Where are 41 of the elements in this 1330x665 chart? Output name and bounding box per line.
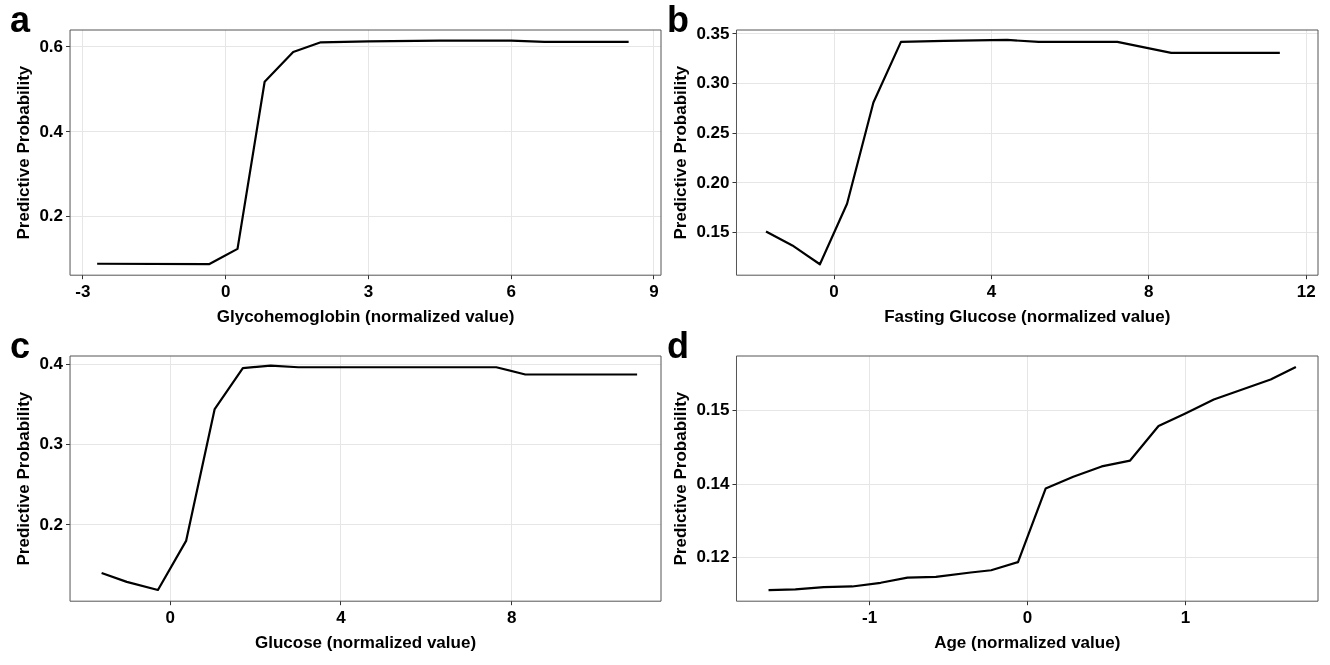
y-tick-label: 0.35 <box>696 23 730 43</box>
x-tick-label: 1 <box>1180 608 1191 628</box>
x-tick-label: 4 <box>986 282 997 302</box>
y-tick-label: 0.4 <box>39 121 64 141</box>
x-tick-label: 12 <box>1296 282 1316 302</box>
x-tick-label: 3 <box>363 282 374 302</box>
y-tick-label: 0.6 <box>39 36 64 56</box>
x-axis-title: Glucose (normalized value) <box>254 633 477 653</box>
x-axis-title: Fasting Glucose (normalized value) <box>884 307 1171 327</box>
y-tick-label: 0.3 <box>39 434 64 454</box>
y-tick-label: 0.25 <box>696 122 730 142</box>
y-tick-label: 0.15 <box>696 222 730 242</box>
x-tick-label: 6 <box>506 282 516 302</box>
x-tick-label: -3 <box>75 282 91 302</box>
y-tick-label: 0.2 <box>39 206 64 226</box>
y-tick-label: 0.4 <box>39 353 64 373</box>
x-tick-label: 8 <box>506 608 517 628</box>
text: b <box>667 0 689 40</box>
y-tick-label: 0.20 <box>696 172 730 192</box>
y-tick-label: 0.12 <box>696 547 730 567</box>
x-tick-label: -1 <box>862 608 878 628</box>
x-tick-label: 8 <box>1144 282 1154 302</box>
x-tick-label: 4 <box>336 608 347 628</box>
y-axis-title: Predictive Probability <box>13 65 33 240</box>
y-tick-label: 0.15 <box>696 400 730 420</box>
text: a <box>10 0 31 40</box>
y-axis-title: Predictive Probability <box>13 391 33 566</box>
x-tick-label: 0 <box>1022 608 1033 628</box>
text: c <box>10 325 31 366</box>
y-tick-label: 0.30 <box>696 73 730 93</box>
x-tick-label: 9 <box>649 282 659 302</box>
y-tick-label: 0.2 <box>39 514 64 534</box>
x-tick-label: 0 <box>829 282 839 302</box>
x-axis-title: Glycohemoglobin (normalized value) <box>216 307 515 327</box>
x-tick-label: 0 <box>165 608 176 628</box>
text: d <box>667 325 689 366</box>
y-axis-title: Predictive Probability <box>670 65 690 240</box>
x-axis-title: Age (normalized value) <box>934 633 1121 653</box>
x-tick-label: 0 <box>220 282 231 302</box>
y-axis-title: Predictive Probability <box>670 391 690 566</box>
y-tick-label: 0.14 <box>696 473 731 493</box>
